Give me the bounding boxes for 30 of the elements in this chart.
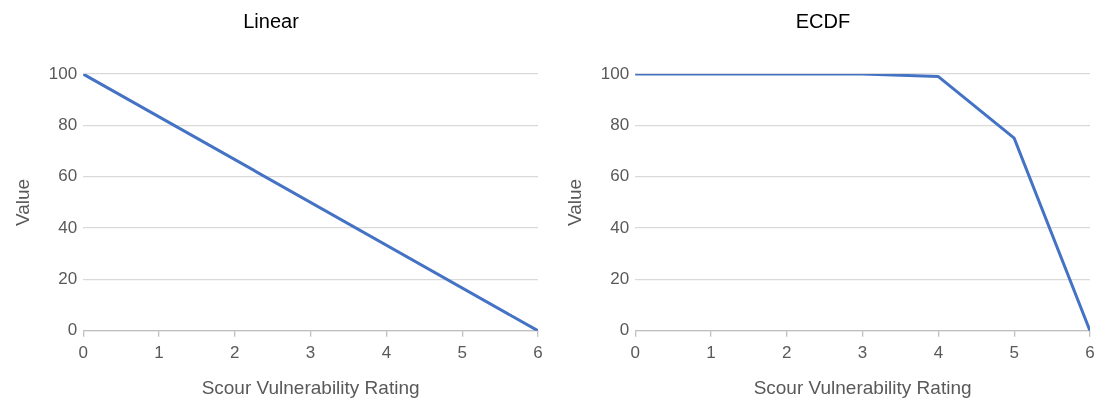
y-tick-label: 0	[619, 320, 630, 340]
x-tick-label: 4	[381, 342, 392, 362]
y-tick-label: 40	[58, 217, 78, 237]
y-tick-label: 40	[610, 217, 630, 237]
x-tick-label: 6	[1085, 342, 1095, 362]
y-axis-title: Value	[11, 178, 33, 226]
chart-title: ECDF	[795, 9, 851, 32]
x-tick-label: 3	[857, 342, 868, 362]
y-tick-label: 20	[58, 269, 78, 289]
y-tick-label: 60	[610, 166, 630, 186]
y-tick-label: 100	[600, 63, 630, 83]
y-tick-label: 20	[610, 269, 630, 289]
chart-title: Linear	[243, 9, 300, 32]
x-axis-title: Scour Vulnerability Rating	[753, 376, 972, 398]
x-tick-label: 5	[1009, 342, 1019, 362]
x-tick-label: 1	[706, 342, 716, 362]
x-tick-label: 6	[533, 342, 543, 362]
y-axis-title: Value	[563, 178, 585, 226]
y-tick-label: 80	[610, 115, 630, 135]
x-tick-label: 1	[154, 342, 164, 362]
x-tick-label: 2	[782, 342, 792, 362]
x-axis-title: Scour Vulnerability Rating	[201, 376, 420, 398]
y-tick-label: 0	[67, 320, 78, 340]
x-tick-label: 3	[305, 342, 316, 362]
y-tick-label: 80	[58, 115, 78, 135]
y-tick-label: 100	[48, 63, 78, 83]
x-tick-label: 2	[230, 342, 240, 362]
x-tick-label: 5	[457, 342, 467, 362]
x-tick-label: 4	[933, 342, 944, 362]
y-tick-label: 60	[58, 166, 78, 186]
